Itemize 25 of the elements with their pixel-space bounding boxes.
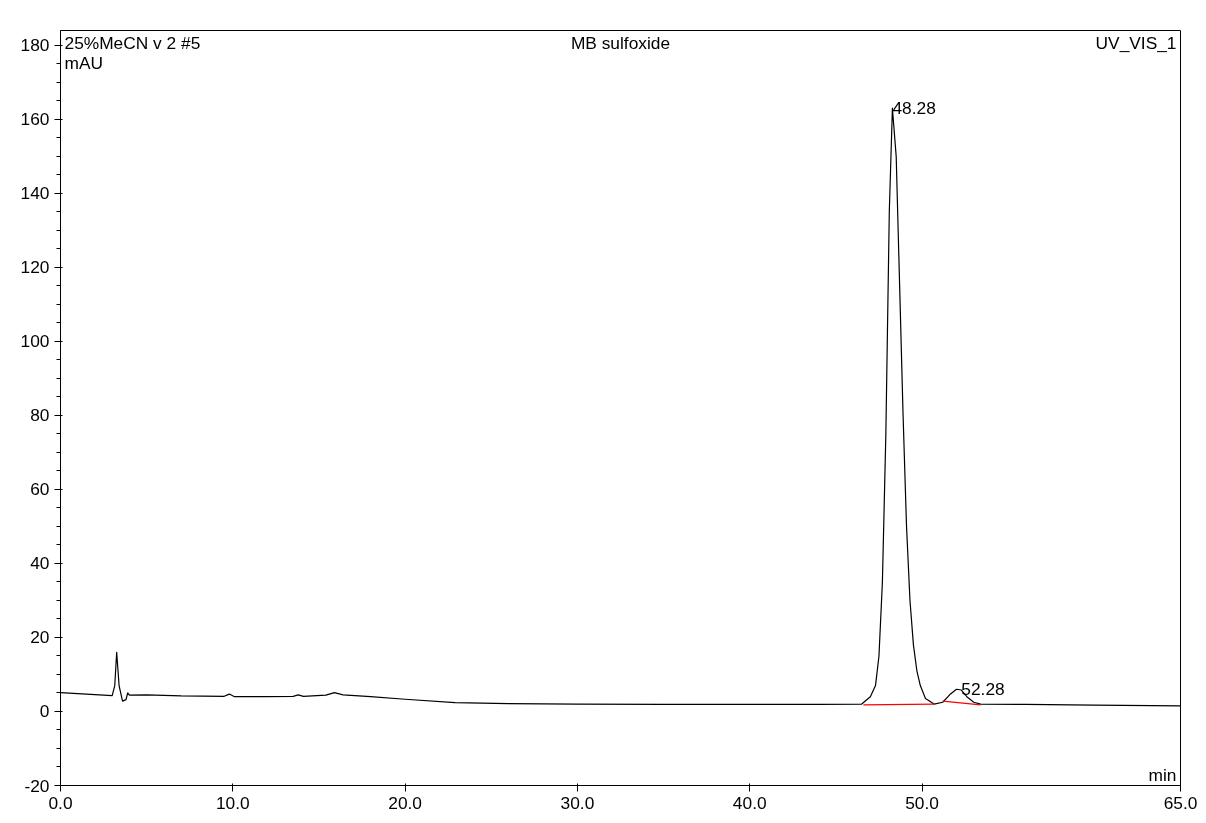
y-tick-label: 80 [30, 405, 50, 426]
x-tick-label: 10.0 [215, 792, 250, 813]
y-tick-label: 20 [30, 627, 50, 648]
y-tick-label: 140 [20, 183, 50, 204]
y-tick-label: 120 [20, 257, 50, 278]
y-tick-label: 160 [20, 109, 50, 130]
x-tick-label: 65.0 [1163, 792, 1198, 813]
x-tick-label: 40.0 [732, 792, 767, 813]
chart-title: MB sulfoxide [570, 32, 671, 53]
annotation: 25%MeCN v 2 #5 [64, 32, 201, 53]
x-tick-label: 50.0 [905, 792, 939, 813]
y-tick-label: 60 [30, 479, 50, 500]
x-tick-label: 0.0 [48, 792, 73, 813]
y-tick-label: 180 [20, 35, 50, 56]
x-tick-label: 20.0 [388, 792, 422, 813]
annotation: 52.28 [961, 679, 1005, 700]
y-tick-label: 40 [30, 553, 50, 574]
annotation: 48.28 [892, 98, 936, 119]
y-tick-label: 100 [20, 331, 50, 352]
annotation: UV_VIS_1 [1095, 32, 1177, 53]
y-tick-label: 0 [39, 701, 50, 722]
x-axis-title: min [1148, 764, 1177, 785]
x-tick-label: 30.0 [560, 792, 595, 813]
y-axis-title: mAU [64, 52, 104, 73]
y-tick-label: -20 [24, 775, 50, 796]
